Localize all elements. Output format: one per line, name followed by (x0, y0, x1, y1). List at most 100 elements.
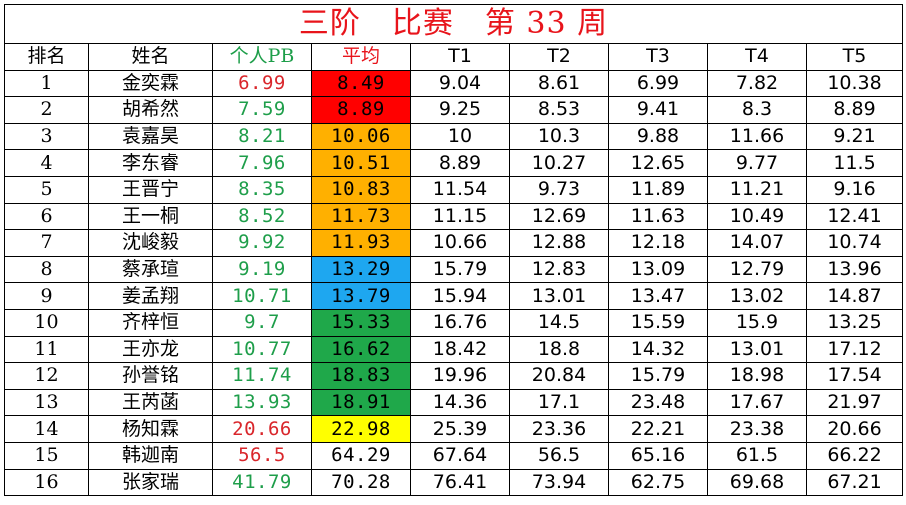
cell-name: 袁嘉昊 (88, 122, 213, 151)
cell-t2: 73.94 (509, 468, 609, 497)
cell-t1: 10 (410, 122, 510, 151)
cell-t2: 12.88 (509, 229, 609, 257)
cell-avg: 70.28 (311, 468, 411, 497)
cell-avg: 64.29 (311, 441, 411, 470)
table-row: 5 王晋宁 8.35 10.83 11.54 9.73 11.89 11.21 9.16 (4, 175, 904, 204)
cell-t2: 12.83 (509, 255, 609, 284)
cell-pb: 9.19 (212, 255, 312, 284)
cell-name: 张家瑞 (88, 468, 213, 497)
cell-avg: 10.51 (311, 149, 411, 177)
cell-pb: 7.59 (212, 96, 312, 124)
cell-t3: 11.89 (608, 175, 708, 204)
cell-avg: 8.49 (311, 69, 411, 98)
header-t4: T4 (707, 43, 807, 71)
cell-name: 孙誉铭 (88, 362, 213, 390)
cell-t2: 8.53 (509, 96, 609, 124)
cell-t4: 23.38 (707, 415, 807, 443)
cell-t5: 17.12 (805, 335, 904, 364)
cell-pb: 10.77 (212, 335, 312, 364)
table-row: 3 袁嘉昊 8.21 10.06 10 10.3 9.88 11.66 9.21 (4, 122, 904, 151)
header-rank: 排名 (4, 43, 89, 71)
cell-avg: 11.93 (311, 229, 411, 257)
cell-avg: 15.33 (311, 308, 411, 337)
results-table: 三阶 比赛 第 33 周 排名 姓名 个人PB 平均 T1 T2 T3 T4 T… (3, 4, 904, 497)
table-row: 16 张家瑞 41.79 70.28 76.41 73.94 62.75 69.68 67.21 (4, 468, 904, 497)
cell-t5: 10.38 (805, 69, 904, 98)
cell-t5: 13.25 (805, 308, 904, 337)
cell-t1: 11.54 (410, 175, 510, 204)
cell-t5: 9.21 (805, 122, 904, 151)
cell-t1: 9.04 (410, 69, 510, 98)
cell-t1: 14.36 (410, 388, 510, 417)
cell-t3: 65.16 (608, 441, 708, 470)
cell-avg: 18.91 (311, 388, 411, 417)
cell-rank: 5 (4, 175, 89, 204)
cell-t4: 12.79 (707, 255, 807, 284)
cell-name: 胡希然 (88, 96, 213, 124)
cell-t3: 9.88 (608, 122, 708, 151)
cell-t2: 18.8 (509, 335, 609, 364)
cell-t3: 22.21 (608, 415, 708, 443)
cell-t4: 15.9 (707, 308, 807, 337)
cell-avg: 22.98 (311, 415, 411, 443)
cell-t2: 56.5 (509, 441, 609, 470)
cell-t3: 62.75 (608, 468, 708, 497)
cell-t1: 25.39 (410, 415, 510, 443)
cell-pb: 8.21 (212, 122, 312, 151)
cell-avg: 11.73 (311, 202, 411, 231)
cell-t4: 69.68 (707, 468, 807, 497)
cell-avg: 8.89 (311, 96, 411, 124)
cell-rank: 6 (4, 202, 89, 231)
cell-t5: 8.89 (805, 96, 904, 124)
cell-t5: 13.96 (805, 255, 904, 284)
cell-t2: 8.61 (509, 69, 609, 98)
cell-t4: 11.66 (707, 122, 807, 151)
cell-t2: 10.3 (509, 122, 609, 151)
cell-t4: 13.02 (707, 282, 807, 310)
cell-pb: 56.5 (212, 441, 312, 470)
cell-rank: 1 (4, 69, 89, 98)
cell-pb: 8.52 (212, 202, 312, 231)
cell-pb: 9.92 (212, 229, 312, 257)
cell-rank: 2 (4, 96, 89, 124)
cell-name: 蔡承瑄 (88, 255, 213, 284)
cell-rank: 15 (4, 441, 89, 470)
cell-t2: 20.84 (509, 362, 609, 390)
cell-name: 齐梓恒 (88, 308, 213, 337)
cell-t3: 6.99 (608, 69, 708, 98)
cell-t3: 13.09 (608, 255, 708, 284)
cell-t2: 14.5 (509, 308, 609, 337)
table-row: 1 金奕霖 6.99 8.49 9.04 8.61 6.99 7.82 10.38 (4, 69, 904, 98)
table-row: 12 孙誉铭 11.74 18.83 19.96 20.84 15.79 18.98 17.54 (4, 362, 904, 390)
cell-t3: 23.48 (608, 388, 708, 417)
cell-t1: 18.42 (410, 335, 510, 364)
cell-t2: 13.01 (509, 282, 609, 310)
cell-avg: 10.06 (311, 122, 411, 151)
table-row: 8 蔡承瑄 9.19 13.29 15.79 12.83 13.09 12.79 13.96 (4, 255, 904, 284)
cell-name: 韩迦南 (88, 441, 213, 470)
cell-t3: 11.63 (608, 202, 708, 231)
table-row: 2 胡希然 7.59 8.89 9.25 8.53 9.41 8.3 8.89 (4, 96, 904, 124)
cell-t3: 12.65 (608, 149, 708, 177)
cell-rank: 8 (4, 255, 89, 284)
cell-rank: 9 (4, 282, 89, 310)
cell-rank: 13 (4, 388, 89, 417)
cell-name: 王晋宁 (88, 175, 213, 204)
cell-t5: 9.16 (805, 175, 904, 204)
header-t1: T1 (410, 43, 510, 71)
cell-t1: 15.94 (410, 282, 510, 310)
cell-avg: 13.29 (311, 255, 411, 284)
cell-t3: 15.79 (608, 362, 708, 390)
cell-t4: 9.77 (707, 149, 807, 177)
cell-t1: 19.96 (410, 362, 510, 390)
cell-t4: 7.82 (707, 69, 807, 98)
cell-t5: 66.22 (805, 441, 904, 470)
cell-t5: 11.5 (805, 149, 904, 177)
cell-pb: 6.99 (212, 69, 312, 98)
cell-rank: 4 (4, 149, 89, 177)
cell-pb: 10.71 (212, 282, 312, 310)
cell-t4: 11.21 (707, 175, 807, 204)
cell-t1: 76.41 (410, 468, 510, 497)
header-t2: T2 (509, 43, 609, 71)
cell-t1: 16.76 (410, 308, 510, 337)
